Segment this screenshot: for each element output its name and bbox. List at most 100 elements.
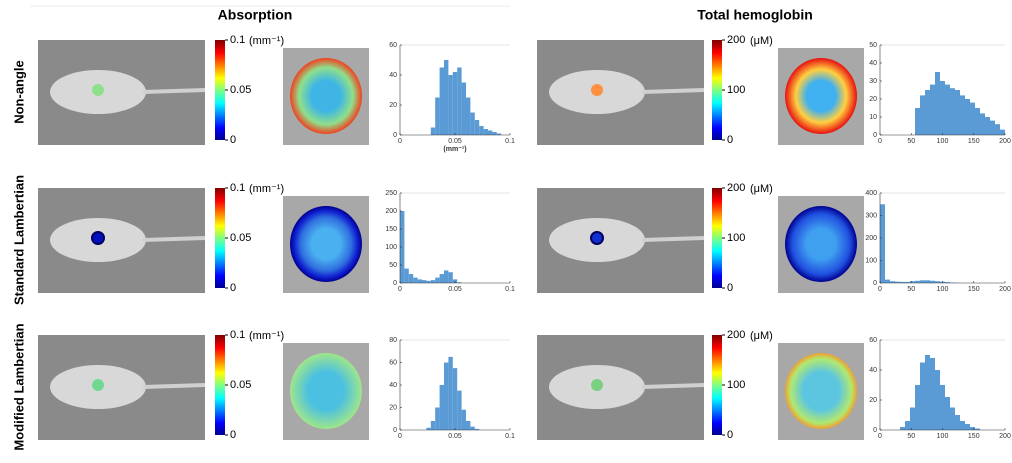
- hist-bar: [960, 95, 965, 135]
- x-tick-label: 100: [937, 138, 949, 145]
- hist-bar: [970, 103, 975, 135]
- colorbar-unit: (μM): [750, 183, 773, 195]
- hist-bar: [915, 385, 920, 430]
- y-tick-label: 0: [393, 280, 397, 287]
- hist-bar: [431, 421, 435, 430]
- hist-bar: [925, 280, 930, 283]
- hist-bar: [965, 99, 970, 135]
- colorbar-unit: (mm⁻¹): [249, 183, 284, 195]
- colorbar-label: 0: [230, 282, 236, 294]
- y-tick-label: 400: [865, 190, 877, 197]
- colorbar-label: 0.05: [230, 379, 251, 391]
- x-tick-label: 100: [937, 433, 949, 440]
- hist-bar: [404, 269, 408, 283]
- colorbar-label: 100: [727, 379, 745, 391]
- y-tick-label: 80: [389, 337, 397, 344]
- y-tick-label: 200: [385, 208, 397, 215]
- x-tick-label: 0.1: [505, 286, 515, 293]
- hist-bar: [448, 272, 452, 283]
- colorbar: [215, 40, 225, 140]
- y-tick-label: 20: [389, 102, 397, 109]
- roi-spot: [591, 84, 603, 96]
- x-tick-label: 50: [907, 138, 915, 145]
- hist-bar: [470, 427, 474, 430]
- y-tick-label: 100: [385, 244, 397, 251]
- y-tick-label: 0: [393, 427, 397, 434]
- hist-bar: [462, 410, 466, 430]
- colorbar: [712, 335, 722, 435]
- y-tick-label: 0: [873, 427, 877, 434]
- colorbar-unit: (mm⁻¹): [249, 330, 284, 342]
- roi-heatmap: [785, 58, 857, 134]
- y-tick-label: 40: [389, 382, 397, 389]
- x-tick-label: 0.1: [505, 433, 515, 440]
- hist-bar: [444, 270, 448, 283]
- x-tick-label: 0: [398, 138, 402, 145]
- colorbar-label: 0: [230, 134, 236, 146]
- roi-spot: [92, 84, 104, 96]
- hist-bar: [413, 278, 417, 283]
- hist-bar: [950, 408, 955, 431]
- y-tick-label: 60: [389, 359, 397, 366]
- colorbar: [712, 40, 722, 140]
- hist-bar: [950, 88, 955, 135]
- y-tick-label: 10: [869, 114, 877, 121]
- colorbar-label: 0: [230, 429, 236, 441]
- hist-bar: [470, 113, 474, 136]
- hist-bar: [422, 280, 426, 283]
- y-tick-label: 20: [869, 397, 877, 404]
- y-tick-label: 50: [869, 42, 877, 49]
- roi-spot: [591, 379, 603, 391]
- hist-bar: [930, 358, 935, 430]
- y-tick-label: 40: [389, 72, 397, 79]
- y-tick-label: 30: [869, 78, 877, 85]
- hist-bar: [955, 90, 960, 135]
- mouse-tail: [642, 385, 704, 387]
- colorbar-unit: (μM): [750, 35, 773, 47]
- hist-bar: [418, 279, 422, 283]
- hist-bar: [475, 120, 479, 135]
- row-label: Non-angle: [11, 60, 26, 124]
- roi-heatmap: [290, 58, 362, 134]
- hist-bar: [945, 397, 950, 430]
- y-tick-label: 60: [869, 337, 877, 344]
- x-tick-label: 150: [968, 286, 980, 293]
- roi-spot: [92, 379, 104, 391]
- x-tick-label: 200: [999, 286, 1011, 293]
- colorbar: [215, 188, 225, 288]
- hist-bar: [995, 124, 1000, 135]
- x-tick-label: 0: [878, 286, 882, 293]
- mouse-tail: [143, 90, 205, 92]
- hist-bar: [488, 131, 492, 136]
- roi-heatmap: [290, 206, 362, 282]
- hist-bar: [915, 108, 920, 135]
- y-tick-label: 150: [385, 226, 397, 233]
- row-label: Standard Lambertian: [11, 175, 26, 305]
- mouse-tail: [642, 238, 704, 240]
- x-tick-label: 0: [878, 138, 882, 145]
- roi-heatmap: [785, 353, 857, 429]
- hist-bar: [990, 121, 995, 135]
- x-tick-label: 0: [398, 286, 402, 293]
- hist-bar: [915, 281, 920, 283]
- hist-bar: [885, 280, 890, 283]
- hist-bar: [965, 424, 970, 430]
- x-axis-label: (mm⁻¹): [443, 146, 466, 153]
- y-tick-label: 40: [869, 60, 877, 67]
- y-tick-label: 0: [393, 132, 397, 139]
- x-tick-label: 0: [878, 433, 882, 440]
- colorbar-label: 0.1: [230, 34, 245, 46]
- hist-bar: [492, 132, 496, 135]
- hist-bar: [955, 415, 960, 430]
- colorbar-label: 100: [727, 232, 745, 244]
- colorbar-label: 200: [727, 34, 745, 46]
- x-tick-label: 50: [907, 286, 915, 293]
- hist-bar: [920, 280, 925, 283]
- hist-bar: [453, 72, 457, 135]
- colorbar-unit: (mm⁻¹): [249, 35, 284, 47]
- y-tick-label: 20: [389, 404, 397, 411]
- y-tick-label: 250: [385, 190, 397, 197]
- y-tick-label: 0: [873, 280, 877, 287]
- hist-bar: [910, 408, 915, 431]
